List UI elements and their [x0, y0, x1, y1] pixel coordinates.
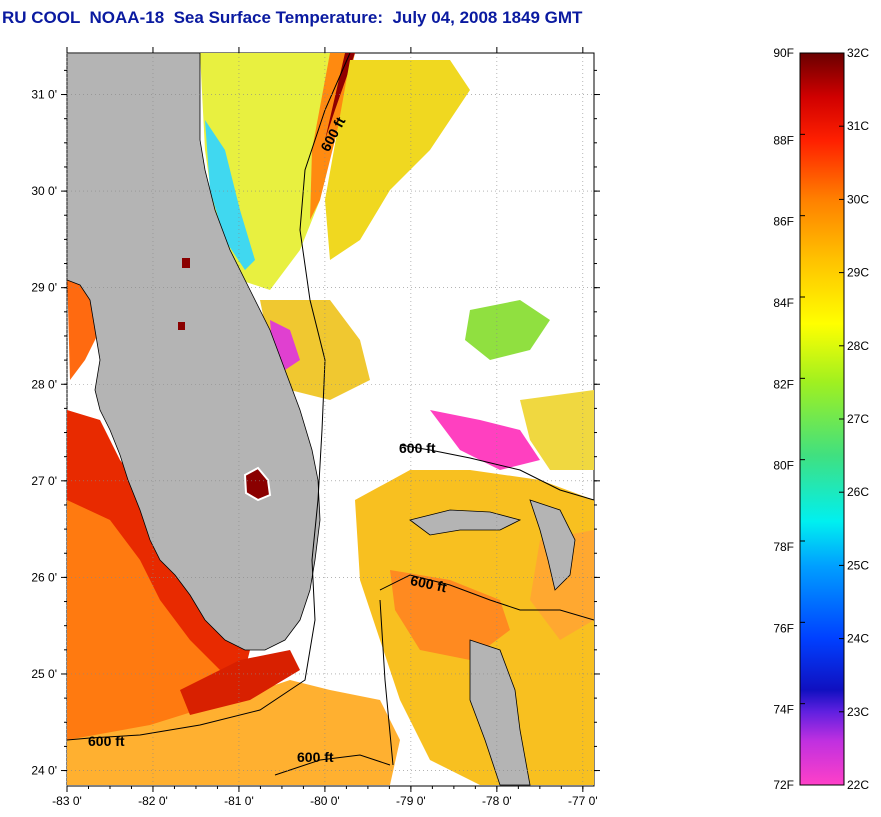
colorbar-c-label: 23C: [847, 705, 869, 719]
lat-label: 30 0': [31, 184, 57, 198]
sst-data-layer: [67, 53, 594, 786]
colorbar-f-label: 76F: [773, 621, 794, 635]
east-warm-patch: [530, 530, 594, 640]
colorbar-f-label: 86F: [773, 215, 794, 229]
inland-lake-2: [178, 322, 185, 330]
lon-label: -77 0': [568, 794, 598, 808]
contour-label-bahamas-south: 600 ft: [409, 572, 448, 595]
contour-600ft-florida: [67, 53, 351, 741]
axis-ticks: [61, 47, 600, 792]
colorbar-c-label: 29C: [847, 266, 869, 280]
colorbar-c-label: 22C: [847, 778, 869, 792]
keys-warm-water: [67, 680, 400, 785]
colorbar-c-label: 31C: [847, 119, 869, 133]
lon-label: -79 0': [396, 794, 426, 808]
colorbar: [799, 52, 845, 786]
lon-label: -78 0': [482, 794, 512, 808]
colorbar-c-label: 24C: [847, 632, 869, 646]
bahamas-ne-patch: [520, 390, 594, 470]
atlantic-cyan-water: [205, 120, 255, 270]
abaco: [529, 499, 576, 591]
lake-okeechobee: [243, 466, 272, 502]
colorbar-c-label: 27C: [847, 412, 869, 426]
gulf-orange-water: [67, 500, 230, 745]
lon-label: -80 0': [310, 794, 340, 808]
colorbar-f-label: 84F: [773, 296, 794, 310]
colorbar-ticks: [800, 52, 844, 786]
atlantic-yellow-east: [325, 60, 470, 260]
lat-label: 27 0': [31, 474, 57, 488]
colorbar-c-label: 32C: [847, 46, 869, 60]
bahamas-orange-patch: [390, 570, 510, 660]
colorbar-c-label: 26C: [847, 485, 869, 499]
colorbar-f-label: 82F: [773, 377, 794, 391]
colorbar-c-label: 25C: [847, 558, 869, 572]
colorbar-fahrenheit-labels: 90F 88F 86F 84F 82F 80F 78F 76F 74F 72F: [773, 46, 794, 792]
contour-600ft-bahamas-north: [399, 444, 594, 501]
lat-label: 25 0': [31, 667, 57, 681]
colorbar-c-label: 30C: [847, 192, 869, 206]
longitude-labels: -83 0' -82 0' -81 0' -80 0' -79 0' -78 0' -77 …: [52, 794, 597, 808]
colorbar-c-label: 28C: [847, 339, 869, 353]
offshore-magenta: [270, 320, 300, 370]
andros: [469, 639, 531, 786]
colorbar-f-label: 72F: [773, 778, 794, 792]
bahamas-green-patch: [465, 300, 550, 360]
latitude-labels: 31 0' 30 0' 29 0' 28 0' 27 0' 26 0' 25 0' 24 0': [31, 88, 57, 778]
bahamas-magenta: [430, 410, 540, 470]
lon-label: -83 0': [52, 794, 82, 808]
offshore-patch-mid: [260, 300, 370, 400]
lon-label: -82 0': [138, 794, 168, 808]
florida-landmass: [67, 53, 321, 651]
lat-label: 24 0': [31, 764, 57, 778]
inland-lake-1: [182, 258, 190, 268]
colorbar-f-label: 88F: [773, 133, 794, 147]
lat-label: 28 0': [31, 377, 57, 391]
contour-label-bahamas-north: 600 ft: [399, 440, 436, 456]
colorbar-f-label: 74F: [773, 703, 794, 717]
lat-label: 29 0': [31, 281, 57, 295]
contour-600ft-bahamas-south: [379, 574, 594, 621]
colorbar-f-label: 80F: [773, 459, 794, 473]
contour-600ft-channel: [379, 599, 394, 766]
contour-600ft-south: [274, 754, 391, 776]
colorbar-f-label: 78F: [773, 540, 794, 554]
map-title: RU COOL NOAA-18 Sea Surface Temperature:…: [2, 8, 583, 27]
colorbar-f-label: 90F: [773, 46, 794, 60]
lat-label: 31 0': [31, 88, 57, 102]
lat-label: 26 0': [31, 570, 57, 584]
colorbar-celsius-labels: 32C 31C 30C 29C 28C 27C 26C 25C 24C 23C 22C: [847, 46, 869, 792]
contour-label-west: 600 ft: [88, 733, 125, 749]
grand-bahama: [409, 509, 522, 536]
keys-red-patch: [180, 650, 300, 715]
contour-label-south: 600 ft: [297, 749, 334, 765]
lon-label: -81 0': [224, 794, 254, 808]
